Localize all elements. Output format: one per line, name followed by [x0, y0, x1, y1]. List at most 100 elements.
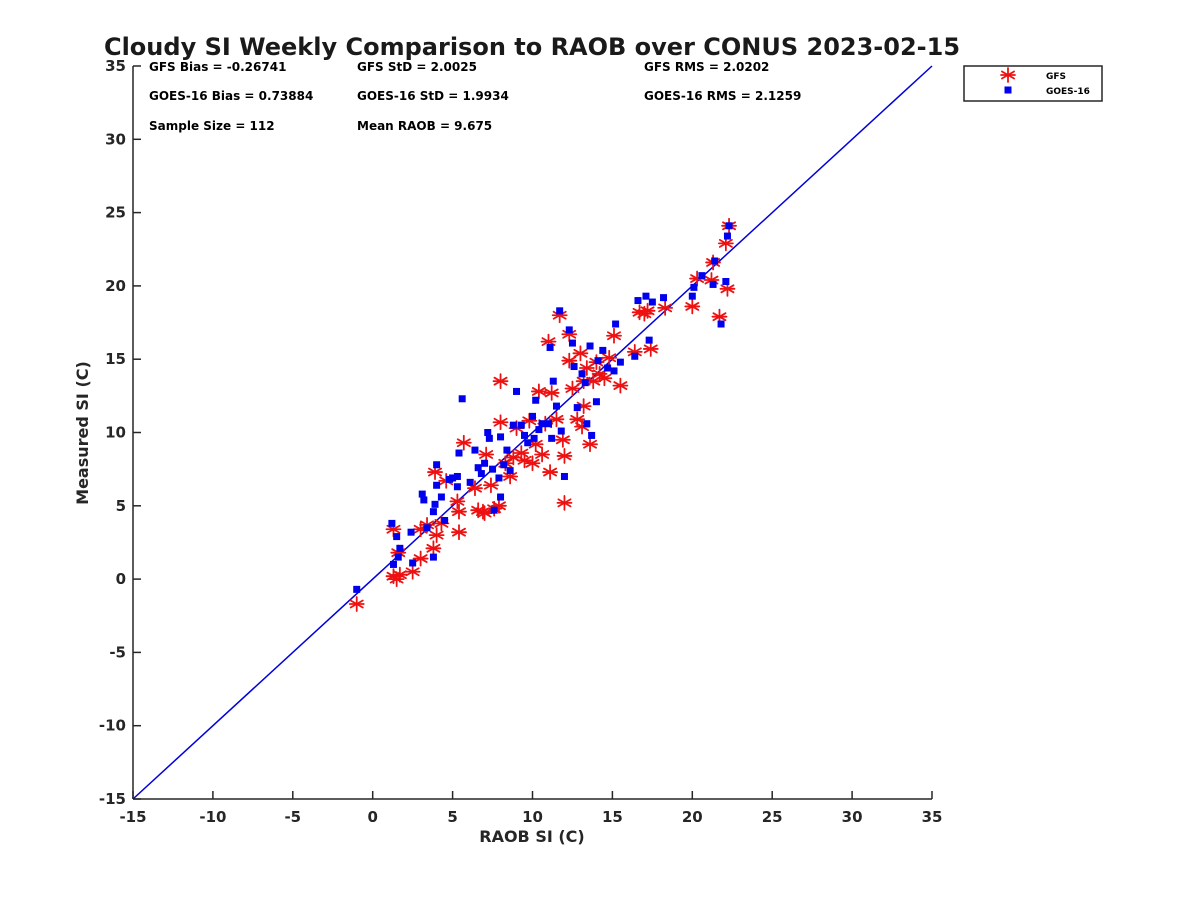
gfs-point [502, 468, 519, 485]
gfs-point [657, 299, 674, 316]
goes-16-series [353, 222, 733, 593]
gfs-point [564, 380, 581, 397]
goes-16-point [570, 363, 578, 371]
goes-16-point [420, 496, 428, 504]
gfs-point [524, 455, 541, 472]
goes-16-point [725, 222, 733, 230]
y-tick-label: 10 [105, 424, 126, 442]
goes-16-point [495, 474, 503, 482]
mean-raob-stat: Mean RAOB = 9.675 [357, 119, 492, 133]
gfs-point [582, 436, 598, 453]
plot-area [132, 65, 933, 800]
goes-16-point [568, 339, 576, 347]
gfs-point [556, 494, 573, 511]
gfs-point [548, 411, 565, 428]
legend-gfs-asterisk [1000, 67, 1016, 83]
gfs-point [612, 377, 629, 394]
goes-16-point [722, 278, 730, 286]
gfs-point [642, 341, 659, 357]
goes-16-point [556, 307, 564, 315]
goes-16-point [466, 478, 474, 486]
gfs-point [530, 383, 547, 400]
legend-goes-label: GOES-16 [1046, 87, 1090, 97]
goes-16-point [455, 449, 463, 457]
y-tick-label: 25 [105, 204, 126, 222]
goes-16-point [477, 470, 485, 478]
goes-16-point [535, 426, 543, 434]
gfs-point [391, 566, 408, 583]
gfs-point [534, 446, 550, 463]
goes-16-point [612, 320, 620, 328]
goes-16-point [453, 472, 461, 480]
gfs-std-stat: GFS StD = 2.0025 [357, 60, 477, 74]
goes-16-point [645, 336, 653, 344]
gfs-point [554, 431, 571, 448]
gfs-bias-stat: GFS Bias = -0.26741 [149, 60, 286, 74]
y-tick-label: 35 [105, 57, 126, 75]
one-to-one-line [132, 65, 933, 800]
goes-16-point [581, 379, 589, 387]
goes-16-point [453, 483, 461, 491]
y-tick-label: 5 [116, 497, 126, 515]
chart-title: Cloudy SI Weekly Comparison to RAOB over… [104, 33, 960, 61]
goes-16-point [557, 427, 565, 435]
gfs-point [476, 505, 493, 522]
x-tick-label: -10 [199, 808, 226, 826]
goes-std-stat: GOES-16 StD = 1.9934 [357, 89, 509, 103]
goes-16-point [449, 474, 457, 482]
goes-16-point [660, 294, 668, 302]
legend-gfs-marker [1000, 67, 1016, 83]
x-tick-label: 0 [367, 808, 377, 826]
goes-16-point [532, 396, 540, 404]
goes-16-point [521, 431, 529, 439]
gfs-point [572, 345, 589, 362]
goes-16-point [393, 533, 401, 541]
y-tick-label: -15 [99, 790, 126, 808]
gfs-point [543, 385, 560, 401]
gfs-point [478, 446, 495, 463]
goes-16-point [433, 461, 441, 469]
goes-16-point [423, 524, 431, 532]
goes-16-point [497, 433, 505, 441]
gfs-rms-stat: GFS RMS = 2.0202 [644, 60, 769, 74]
x-axis-label: RAOB SI (C) [479, 827, 584, 846]
gfs-point [492, 414, 509, 431]
gfs-point [412, 550, 429, 567]
gfs-point [684, 298, 701, 315]
goes-16-point [389, 560, 397, 568]
goes-16-point [517, 421, 525, 429]
goes-16-point [634, 297, 642, 305]
gfs-point [483, 477, 499, 494]
x-tick-label: 35 [922, 808, 943, 826]
x-tick-label: 30 [842, 808, 863, 826]
x-tick-label: 15 [602, 808, 623, 826]
goes-16-point [490, 506, 498, 514]
x-tick-label: 20 [682, 808, 703, 826]
gfs-point [492, 373, 509, 390]
goes-16-point [407, 528, 415, 536]
legend-goes-marker [1004, 86, 1012, 94]
goes-16-point [560, 472, 568, 480]
goes-16-point [503, 446, 511, 454]
x-tick-label: -15 [119, 808, 146, 826]
goes-16-point [717, 320, 725, 328]
gfs-point [561, 352, 578, 369]
goes-16-point [552, 402, 560, 410]
x-tick-label: -5 [284, 808, 301, 826]
y-tick-label: -5 [109, 643, 126, 661]
goes-16-point [396, 544, 404, 552]
gfs-point [425, 540, 442, 557]
goes-16-point [530, 434, 538, 442]
goes-16-point [565, 326, 573, 334]
goes-16-point [353, 585, 361, 593]
gfs-point [428, 527, 445, 544]
goes-16-point [500, 461, 508, 469]
goes-bias-stat: GOES-16 Bias = 0.73884 [149, 89, 313, 103]
goes-16-point [586, 342, 594, 350]
gfs-point [596, 370, 613, 387]
goes-16-point [592, 398, 600, 406]
gfs-point [451, 503, 467, 520]
y-tick-label: -10 [99, 717, 126, 735]
goes-16-point [481, 459, 489, 467]
goes-16-point [474, 464, 482, 472]
